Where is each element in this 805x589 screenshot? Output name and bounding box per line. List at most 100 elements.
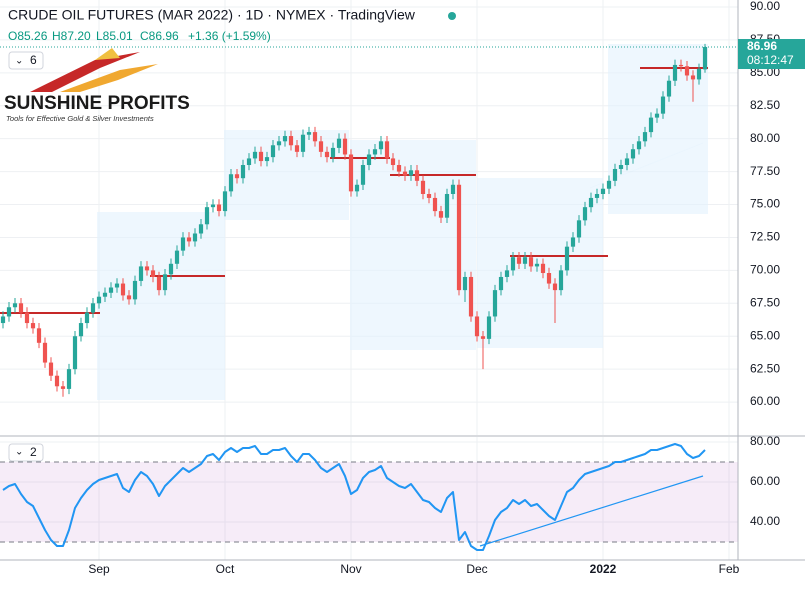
- candle-body: [558, 270, 564, 291]
- y-tick-label: 65.00: [750, 328, 780, 342]
- candle-body: [330, 147, 336, 158]
- y-tick-label: 82.50: [750, 98, 780, 112]
- candle-body: [306, 132, 312, 135]
- candle-body: [552, 283, 558, 291]
- volume-profile-box: [608, 44, 708, 214]
- candle-body: [18, 303, 24, 313]
- candle-body: [564, 246, 570, 271]
- candle-body: [384, 141, 390, 159]
- rsi-band-fill: [0, 462, 738, 542]
- candle-body: [690, 75, 696, 80]
- candle-body: [144, 266, 150, 271]
- candle-body: [672, 64, 678, 81]
- rsi-trendline: [479, 475, 704, 547]
- candle-body: [606, 180, 612, 189]
- candle-body: [378, 141, 384, 150]
- indicator-chevron: ⌄: [15, 56, 23, 67]
- candle-body: [678, 64, 684, 67]
- candle-body: [108, 287, 114, 293]
- y-tick-label: 75.00: [750, 197, 780, 211]
- candle-body: [456, 184, 462, 291]
- candle-body: [654, 113, 660, 118]
- candle-body: [276, 141, 282, 146]
- candle-body: [666, 80, 672, 97]
- candle-body: [582, 207, 588, 221]
- x-tick-label: Dec: [466, 562, 487, 576]
- candle-body: [498, 276, 504, 291]
- candle-body: [414, 170, 420, 181]
- candle-body: [684, 66, 690, 76]
- candle-body: [36, 328, 42, 343]
- candle-body: [390, 158, 396, 166]
- y-tick-label: 60.00: [750, 474, 780, 488]
- candle-body: [396, 165, 402, 172]
- candle-body: [576, 220, 582, 238]
- x-tick-label: Nov: [340, 562, 361, 576]
- countdown-label: 08:12:47: [747, 53, 794, 67]
- candle-body: [702, 47, 708, 70]
- candle-body: [204, 207, 210, 225]
- candle-body: [6, 307, 12, 317]
- x-tick-label: Feb: [719, 562, 740, 576]
- chart-title: CRUDE OIL FUTURES (MAR 2022) · 1D · NYME…: [8, 7, 416, 23]
- candle-body: [42, 342, 48, 363]
- y-tick-label: 72.50: [750, 230, 780, 244]
- indicator-count: 2: [30, 445, 37, 459]
- indicator-toggle[interactable]: [8, 51, 44, 70]
- candle-body: [0, 316, 6, 324]
- logo-spark: [95, 48, 120, 60]
- legend-high: H87.20: [52, 29, 91, 43]
- logo-tagline: Tools for Effective Gold & Silver Invest…: [6, 114, 154, 123]
- logo: SUNSHINE PROFITS Tools for Effective Gol…: [4, 48, 190, 123]
- candle-body: [594, 193, 600, 198]
- volume-profile-box: [477, 178, 603, 348]
- logo-swoosh: [30, 52, 140, 92]
- y-tick-label: 80.00: [750, 434, 780, 448]
- candle-body: [78, 323, 84, 337]
- candle-body: [372, 149, 378, 155]
- candle-body: [24, 312, 30, 324]
- legend-low: L85.01: [96, 29, 133, 43]
- candle-body: [540, 263, 546, 274]
- candle-body: [480, 336, 486, 339]
- candle-body: [408, 170, 414, 176]
- candle-body: [360, 165, 366, 185]
- candle-body: [162, 274, 168, 291]
- legend-close: C86.96: [140, 29, 179, 43]
- candle-body: [234, 174, 240, 179]
- y-tick-label: 40.00: [750, 514, 780, 528]
- last-price-label: 86.96: [747, 39, 777, 53]
- candle-body: [462, 276, 468, 291]
- candle-body: [252, 151, 258, 159]
- x-tick-label: 2022: [590, 562, 617, 576]
- volume-profile-box: [97, 212, 225, 400]
- candle-body: [192, 233, 198, 242]
- candle-body: [114, 283, 120, 288]
- candle-body: [486, 316, 492, 339]
- candle-body: [624, 158, 630, 166]
- candle-body: [324, 151, 330, 158]
- y-tick-label: 77.50: [750, 164, 780, 178]
- last-price-tag: [738, 39, 805, 70]
- candle-body: [588, 197, 594, 208]
- candle-body: [84, 312, 90, 324]
- candle-body: [228, 174, 234, 192]
- candle-body: [54, 375, 60, 387]
- candle-body: [534, 263, 540, 267]
- candle-body: [288, 136, 294, 146]
- candle-body: [474, 316, 480, 337]
- y-tick-label: 67.50: [750, 295, 780, 309]
- candle-body: [300, 134, 306, 152]
- candle-body: [354, 184, 360, 192]
- candle-body: [528, 257, 534, 267]
- candle-body: [450, 184, 456, 194]
- candle-body: [102, 292, 108, 297]
- candle-body: [138, 266, 144, 281]
- y-tick-label: 62.50: [750, 361, 780, 375]
- candle-body: [342, 138, 348, 155]
- candle-body: [246, 158, 252, 166]
- candle-body: [366, 154, 372, 166]
- indicator-toggle[interactable]: [8, 443, 44, 462]
- candle-body: [12, 303, 18, 308]
